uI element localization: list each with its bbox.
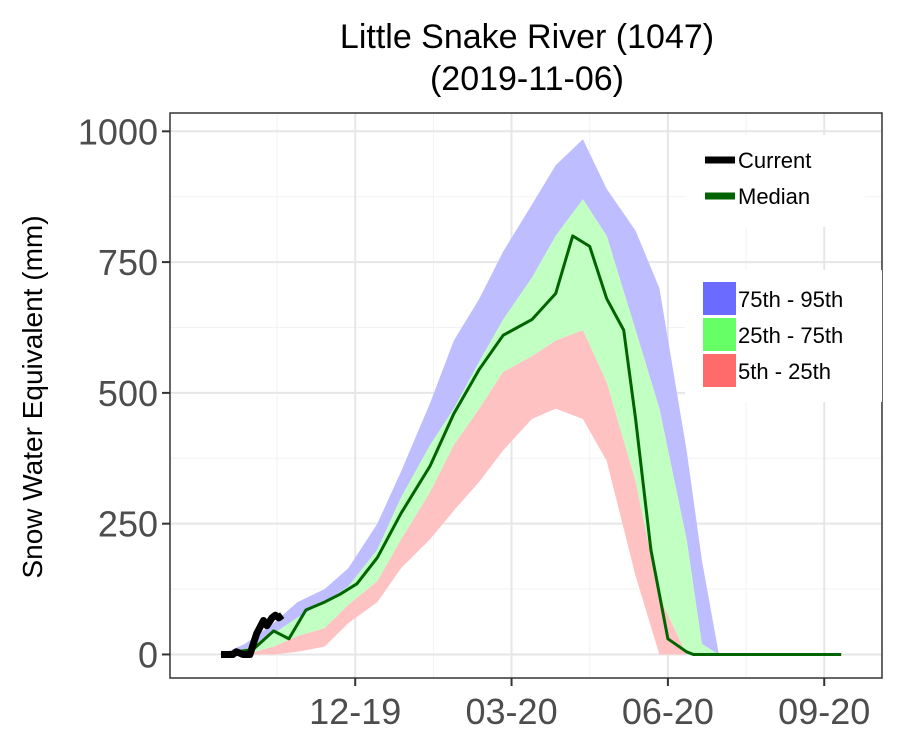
chart-title: Little Snake River (1047)	[340, 18, 714, 56]
y-tick-label: 1000	[78, 111, 158, 152]
y-axis: 0 250 500 750 1000	[78, 111, 170, 675]
x-axis: 12-19 03-20 06-20 09-20	[309, 678, 870, 732]
x-tick-label: 03-20	[466, 691, 558, 732]
legend-swatch-3	[703, 354, 736, 387]
legend-label-band-1: 75th - 95th	[738, 287, 843, 312]
chart-subtitle: (2019-11-06)	[430, 60, 624, 98]
y-axis-label: Snow Water Equivalent (mm)	[17, 215, 48, 578]
legend-lines: Current Median	[685, 135, 865, 227]
series-lines	[220, 234, 842, 658]
x-tick-label: 09-20	[778, 691, 870, 732]
x-tick-label: 12-19	[309, 691, 401, 732]
legend-label-median: Median	[738, 184, 810, 209]
legend-label-current: Current	[738, 148, 811, 173]
series-line-current	[221, 611, 285, 658]
x-tick-label: 06-20	[622, 691, 714, 732]
legend-lines-background	[685, 135, 865, 227]
y-tick-label: 0	[138, 634, 158, 675]
percentile-bands	[221, 139, 842, 655]
legend-label-band-3: 5th - 25th	[738, 359, 831, 384]
legend-fills: 75th - 95th 25th - 75th 5th - 25th	[685, 270, 882, 402]
band-5th-25th	[221, 330, 842, 655]
legend-label-band-2: 25th - 75th	[738, 323, 843, 348]
band-75th-95th	[221, 139, 842, 655]
y-tick-label: 250	[98, 504, 158, 545]
series-line-median	[220, 234, 842, 656]
legend-swatch-1	[703, 282, 736, 315]
legend-swatch-2	[703, 318, 736, 351]
y-tick-label: 750	[98, 242, 158, 283]
y-tick-label: 500	[98, 373, 158, 414]
band-25th-75th	[221, 199, 842, 655]
